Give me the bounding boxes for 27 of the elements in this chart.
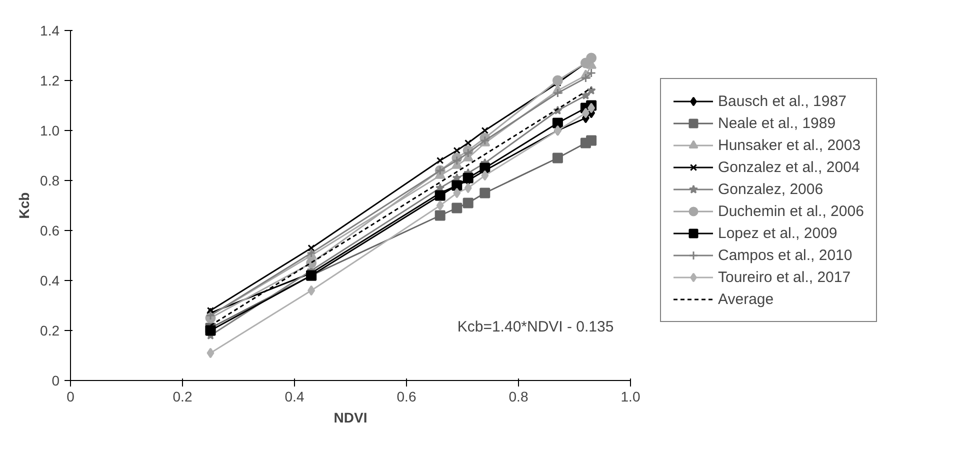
y-tick-label: 0.4 xyxy=(40,272,60,288)
x-axis-title: NDVI xyxy=(334,410,368,426)
y-tick-label: 1.0 xyxy=(40,122,60,138)
x-tick-label: 1.0 xyxy=(620,388,640,404)
y-tick-label: 1.4 xyxy=(40,22,60,38)
y-axis-title: Kcb xyxy=(16,192,32,219)
legend-label: Gonzalez et al., 2004 xyxy=(718,158,860,176)
y-tick-label: 0 xyxy=(52,372,60,388)
legend-label: Campos et al., 2010 xyxy=(718,246,852,264)
x-tick-label: 0 xyxy=(66,388,75,404)
x-tick-label: 0.4 xyxy=(284,388,304,404)
legend-label: Average xyxy=(718,290,774,308)
y-tick-label: 0.8 xyxy=(40,172,60,188)
y-tick-label: 0.6 xyxy=(40,222,60,238)
legend-label: Duchemin et al., 2006 xyxy=(718,202,864,220)
x-tick-label: 0.2 xyxy=(172,388,192,404)
legend-label: Lopez et al., 2009 xyxy=(718,224,838,242)
legend-label: Toureiro et al., 2017 xyxy=(718,268,851,286)
legend-label: Neale et al., 1989 xyxy=(718,114,836,132)
legend-label: Bausch et al., 1987 xyxy=(718,92,846,110)
annotation: Kcb=1.40*NDVI - 0.135 xyxy=(457,318,614,336)
x-tick-label: 0.8 xyxy=(508,388,528,404)
y-tick-label: 0.2 xyxy=(40,322,60,338)
y-tick-label: 1.2 xyxy=(40,72,60,88)
legend-label: Hunsaker et al., 2003 xyxy=(718,136,861,154)
legend-label: Gonzalez, 2006 xyxy=(718,180,824,198)
x-tick-label: 0.6 xyxy=(396,388,416,404)
